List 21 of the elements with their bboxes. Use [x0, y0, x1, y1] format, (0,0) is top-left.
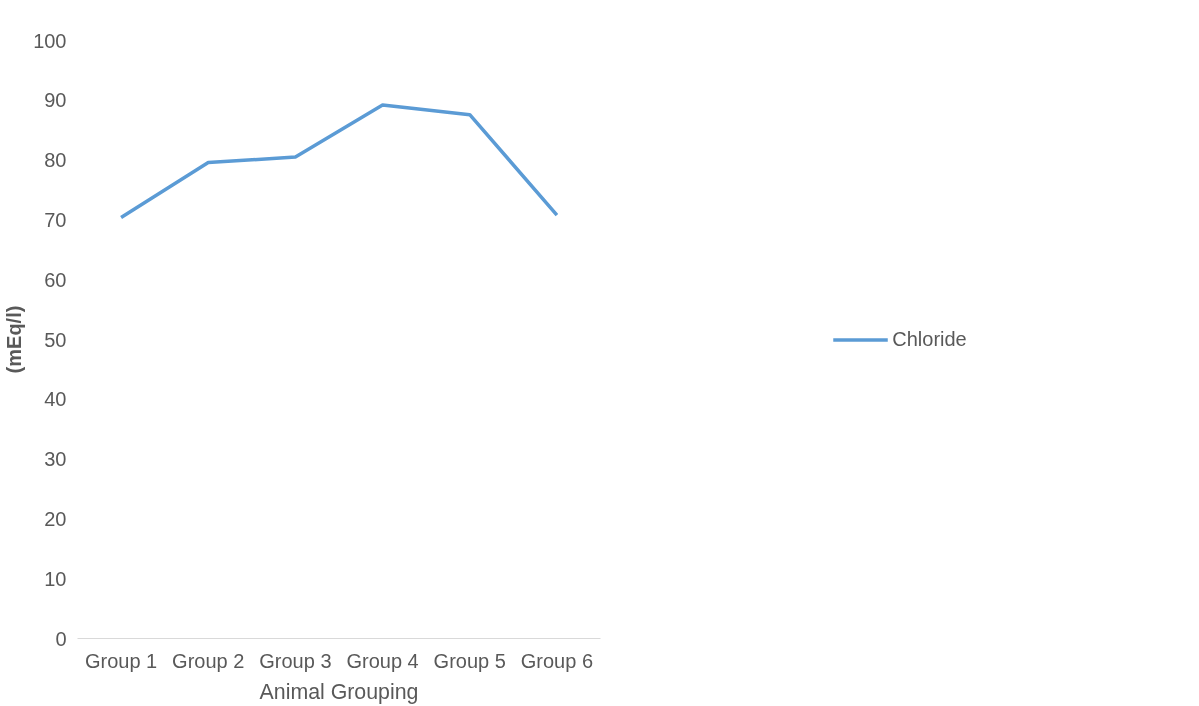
- x-tick-label: Group 4: [346, 649, 419, 672]
- legend-label: Chloride: [892, 327, 967, 351]
- y-tick-label: 10: [44, 567, 67, 590]
- y-tick-label: 60: [44, 268, 67, 291]
- x-tick-label: Group 1: [84, 649, 158, 672]
- x-tick-label: Group 3: [259, 649, 332, 672]
- x-tick-label: Group 6: [520, 649, 594, 672]
- y-tick-label: 90: [44, 89, 67, 112]
- x-tick-label: Group 2: [172, 649, 245, 672]
- y-tick-label: 30: [44, 448, 67, 471]
- y-tick-label: 80: [44, 149, 67, 172]
- y-tick-label: 100: [33, 29, 67, 52]
- y-tick-label: 20: [44, 507, 67, 530]
- y-tick-label: 70: [44, 208, 67, 231]
- y-tick-label: 0: [55, 627, 67, 650]
- line-series: [119, 103, 559, 220]
- y-tick-label: 50: [44, 328, 67, 351]
- y-tick-label: 40: [44, 388, 67, 411]
- x-tick-label: Group 5: [433, 649, 506, 672]
- y-axis-title: (mEq/l): [3, 305, 26, 374]
- x-axis-title: Animal Grouping: [259, 679, 419, 704]
